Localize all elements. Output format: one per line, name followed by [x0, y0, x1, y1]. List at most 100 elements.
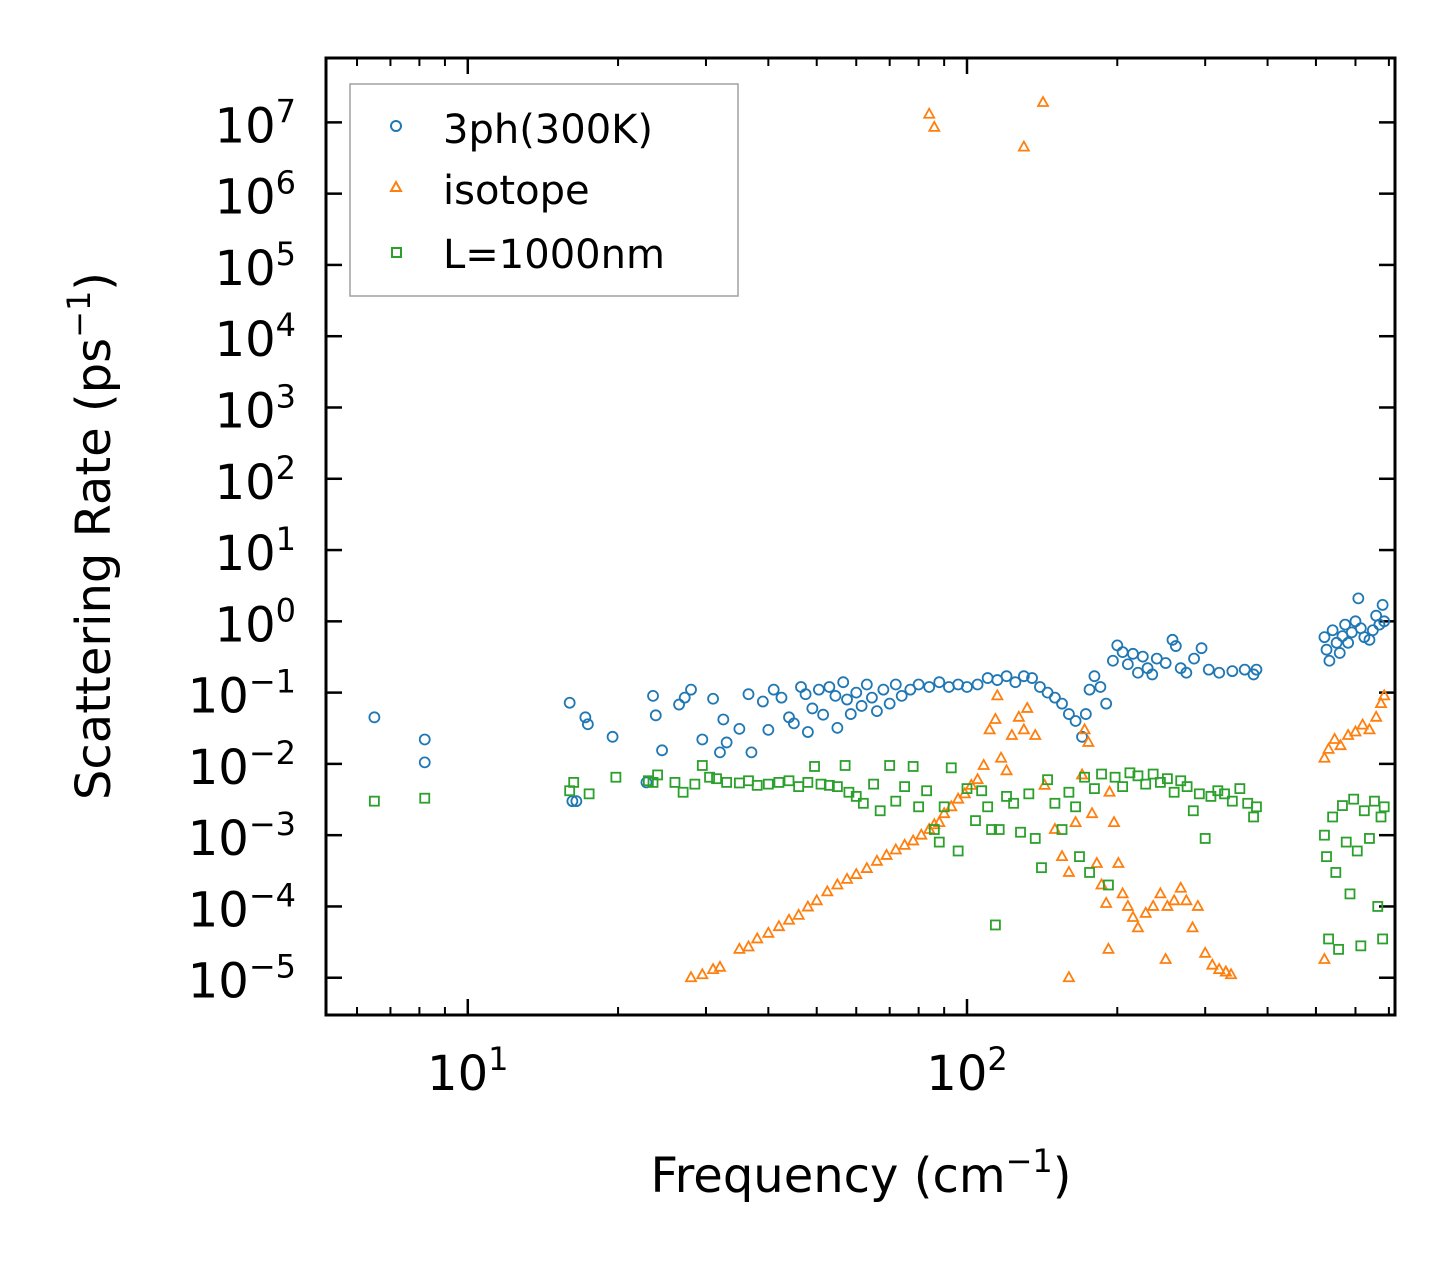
- data-point: [799, 688, 812, 701]
- data-point: [1116, 646, 1129, 659]
- data-point: [914, 827, 928, 840]
- data-point: [983, 722, 997, 735]
- data-point: [1376, 599, 1389, 611]
- data-point: [1369, 709, 1383, 722]
- data-point: [801, 899, 815, 912]
- data-point: [1090, 856, 1104, 868]
- data-point: [1330, 867, 1342, 878]
- data-point: [982, 801, 994, 813]
- data-point: [696, 760, 708, 771]
- data-point: [1377, 933, 1389, 945]
- data-point: [1179, 893, 1193, 906]
- data-point: [1318, 631, 1331, 644]
- data-point: [990, 688, 1004, 701]
- legend-marker-circle: [390, 120, 402, 132]
- data-point: [880, 848, 894, 860]
- data-point: [1193, 788, 1205, 800]
- data-point: [762, 778, 774, 790]
- data-point: [801, 726, 814, 738]
- data-point: [581, 718, 594, 731]
- data-point: [1094, 681, 1107, 693]
- data-point: [1084, 867, 1095, 878]
- data-point: [1000, 670, 1013, 683]
- data-point: [1026, 672, 1038, 684]
- data-point: [899, 781, 911, 793]
- legend-label-isotope: isotope: [443, 168, 590, 214]
- data-point: [1323, 654, 1336, 667]
- data-point: [1117, 781, 1129, 793]
- data-point: [1349, 615, 1362, 628]
- data-point: [855, 700, 868, 712]
- data-point: [1337, 800, 1348, 811]
- data-point: [817, 708, 830, 721]
- data-point: [787, 717, 800, 730]
- data-point: [1017, 670, 1030, 683]
- data-point: [714, 746, 726, 759]
- data-point: [820, 884, 834, 897]
- data-point: [685, 683, 697, 696]
- data-point: [792, 908, 806, 920]
- major-ticks: [326, 58, 1395, 1015]
- data-point: [1159, 952, 1173, 964]
- data-point: [1339, 618, 1352, 631]
- data-point: [986, 824, 997, 835]
- data-point: [1323, 933, 1334, 945]
- data-point: [912, 678, 925, 691]
- data-point: [1034, 681, 1046, 693]
- data-point: [1017, 722, 1031, 735]
- data-point: [1238, 663, 1251, 676]
- data-point: [1100, 697, 1113, 710]
- data-point: [1074, 851, 1085, 863]
- data-point: [1055, 849, 1069, 862]
- data-point: [889, 678, 902, 691]
- data-point: [566, 795, 579, 808]
- y-tick-label: 10−2: [188, 734, 296, 796]
- data-point: [793, 781, 805, 793]
- data-point: [775, 691, 788, 704]
- data-point: [1348, 793, 1360, 805]
- series-1: [684, 95, 1391, 983]
- data-point: [1195, 642, 1208, 655]
- x-tick-label: 102: [926, 1040, 1007, 1102]
- data-point: [652, 769, 663, 781]
- data-point: [933, 676, 946, 689]
- data-point: [1248, 811, 1259, 823]
- data-point: [720, 736, 733, 749]
- data-point: [1202, 663, 1215, 676]
- data-point: [831, 721, 844, 734]
- data-point: [913, 801, 925, 813]
- data-point: [1001, 790, 1012, 802]
- data-point: [1139, 906, 1153, 918]
- data-point: [1111, 856, 1125, 868]
- data-point: [756, 695, 769, 708]
- data-point: [419, 792, 431, 804]
- data-point: [945, 762, 957, 774]
- data-point: [1330, 636, 1343, 649]
- data-point: [1107, 654, 1119, 667]
- data-point: [977, 758, 991, 770]
- data-point: [860, 861, 874, 873]
- data-point: [1056, 697, 1068, 710]
- data-point: [904, 683, 917, 696]
- data-point: [1136, 650, 1149, 663]
- data-point: [689, 778, 701, 790]
- data-point: [877, 683, 890, 696]
- y-axis-label: Scattering Rate (ps−1): [60, 272, 122, 800]
- data-point: [782, 912, 796, 925]
- data-point: [1186, 920, 1200, 933]
- data-point: [938, 801, 950, 813]
- data-point: [922, 106, 936, 119]
- data-point: [860, 678, 873, 691]
- data-point: [829, 689, 842, 702]
- data-point: [761, 925, 775, 938]
- data-point: [1153, 886, 1167, 899]
- data-point: [952, 845, 964, 857]
- data-point: [745, 746, 758, 759]
- y-tick-label: 106: [215, 164, 296, 226]
- data-point: [1069, 715, 1082, 727]
- data-point: [1181, 781, 1193, 793]
- y-tick-label: 10−3: [188, 805, 296, 867]
- data-point: [1089, 783, 1100, 795]
- data-point: [849, 867, 863, 879]
- data-point: [840, 871, 854, 884]
